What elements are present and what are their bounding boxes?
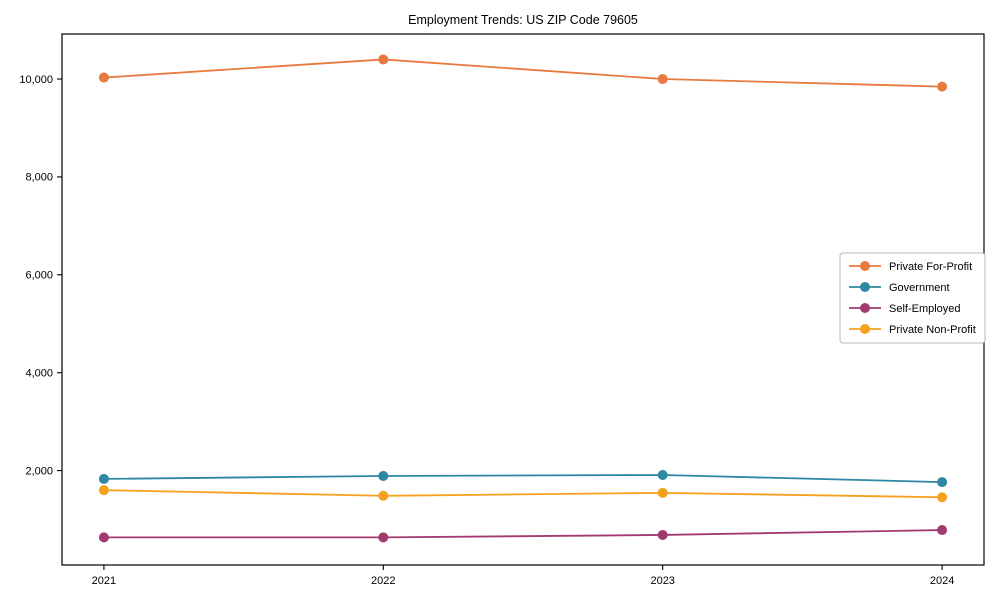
data-point-private-for-profit-2023: [657, 74, 668, 85]
legend-swatch-marker: [860, 303, 870, 313]
legend: Private For-Profit Government Self-Employe…: [839, 252, 986, 344]
x-tick-label: 2021: [92, 575, 116, 587]
chart-title: Employment Trends: US ZIP Code 79605: [408, 13, 638, 27]
data-point-private-for-profit-2022: [378, 54, 389, 65]
legend-box: [839, 252, 986, 344]
data-point-private-non-profit-2024: [937, 492, 948, 503]
data-point-government-2023: [657, 469, 668, 480]
y-tick-label: 6,000: [25, 270, 53, 282]
legend-label: Government: [889, 282, 950, 294]
data-point-self-employed-2024: [937, 525, 948, 536]
data-point-government-2022: [378, 470, 389, 481]
legend-label: Private For-Profit: [889, 261, 972, 273]
x-tick-label: 2023: [650, 575, 674, 587]
legend-label: Private Non-Profit: [889, 324, 976, 336]
legend-swatch-marker: [860, 282, 870, 292]
series-line-private-for-profit: [103, 58, 943, 88]
series-line-private-non-profit: [103, 489, 943, 499]
data-point-private-non-profit-2022: [378, 490, 389, 501]
data-point-self-employed-2021: [98, 532, 109, 543]
legend-label: Self-Employed: [889, 303, 961, 315]
data-point-self-employed-2023: [657, 529, 668, 540]
data-point-self-employed-2022: [378, 532, 389, 543]
data-point-private-for-profit-2021: [98, 72, 109, 83]
legend-swatch-marker: [860, 261, 870, 271]
data-point-government-2021: [98, 473, 109, 484]
legend-swatch-marker: [860, 324, 870, 334]
y-tick-label: 2,000: [25, 465, 53, 477]
data-point-government-2024: [937, 477, 948, 488]
y-tick-label: 4,000: [25, 367, 53, 379]
y-tick-label: 8,000: [25, 172, 53, 184]
series-line-self-employed: [103, 529, 943, 539]
data-point-private-for-profit-2024: [937, 81, 948, 92]
data-point-private-non-profit-2021: [98, 485, 109, 496]
data-point-private-non-profit-2023: [657, 487, 668, 498]
x-tick-label: 2024: [930, 575, 954, 587]
series-line-government: [103, 474, 943, 483]
plot-area: 2,000 4,000 6,000 8,000 10,000 2021 2022 2023 20…: [19, 33, 986, 587]
y-tick-label: 10,000: [19, 74, 53, 86]
x-tick-label: 2022: [371, 575, 395, 587]
